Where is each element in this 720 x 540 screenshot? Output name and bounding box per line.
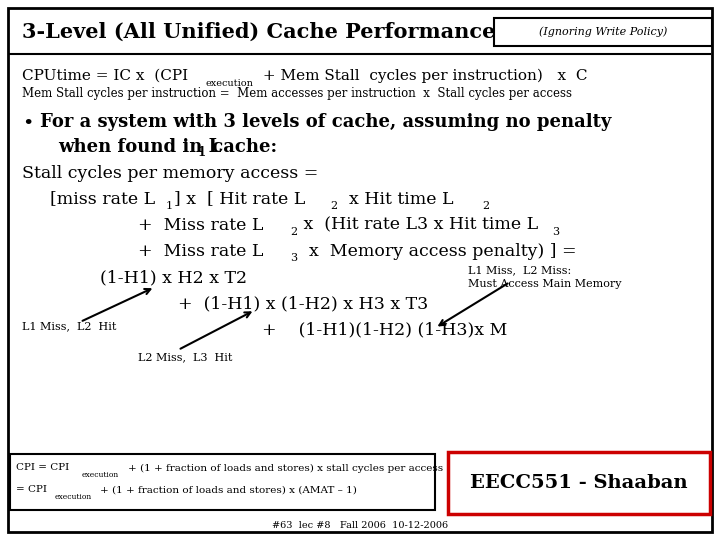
- Text: = CPI: = CPI: [16, 485, 47, 495]
- Text: 1: 1: [198, 146, 206, 159]
- Text: Mem Stall cycles per instruction =  Mem accesses per instruction  x  Stall cycle: Mem Stall cycles per instruction = Mem a…: [22, 87, 572, 100]
- Text: 3: 3: [290, 253, 297, 263]
- Text: cache:: cache:: [206, 138, 277, 156]
- Text: (1-H1) x H2 x T2: (1-H1) x H2 x T2: [100, 269, 247, 287]
- Text: + Mem Stall  cycles per instruction)   x  C: + Mem Stall cycles per instruction) x C: [258, 69, 588, 83]
- Text: execution: execution: [55, 493, 92, 501]
- Text: L1 Miss,  L2  Hit: L1 Miss, L2 Hit: [22, 321, 117, 331]
- Text: Must Access Main Memory: Must Access Main Memory: [468, 279, 621, 289]
- Text: 2: 2: [330, 201, 337, 211]
- Bar: [494, 18, 712, 46]
- Text: execution: execution: [82, 471, 120, 479]
- Text: x  (Hit rate L3 x Hit time L: x (Hit rate L3 x Hit time L: [298, 217, 538, 233]
- Text: (Ignoring Write Policy): (Ignoring Write Policy): [539, 26, 667, 37]
- Text: +    (1-H1)(1-H2) (1-H3)x M: + (1-H1)(1-H2) (1-H3)x M: [262, 321, 508, 339]
- Text: 2: 2: [290, 227, 297, 237]
- Text: L2 Miss,  L3  Hit: L2 Miss, L3 Hit: [138, 352, 233, 362]
- Bar: [448, 452, 710, 514]
- Text: + (1 + fraction of loads and stores) x stall cycles per access: + (1 + fraction of loads and stores) x s…: [128, 463, 443, 472]
- Bar: [10, 454, 435, 510]
- Text: L1 Miss,  L2 Miss:: L1 Miss, L2 Miss:: [468, 265, 571, 275]
- Text: 1: 1: [166, 201, 173, 211]
- Text: +  Miss rate L: + Miss rate L: [138, 242, 264, 260]
- Text: CPI = CPI: CPI = CPI: [16, 463, 69, 472]
- Text: CPUtime = IC x  (CPI: CPUtime = IC x (CPI: [22, 69, 188, 83]
- Text: [miss rate L: [miss rate L: [50, 191, 155, 207]
- Text: 3-Level (All Unified) Cache Performance: 3-Level (All Unified) Cache Performance: [22, 22, 495, 42]
- Text: + (1 + fraction of loads and stores) x (AMAT – 1): + (1 + fraction of loads and stores) x (…: [100, 485, 357, 495]
- Text: #63  lec #8   Fall 2006  10-12-2006: #63 lec #8 Fall 2006 10-12-2006: [272, 522, 448, 530]
- Text: x  Memory access penalty) ] =: x Memory access penalty) ] =: [298, 242, 577, 260]
- Text: Stall cycles per memory access =: Stall cycles per memory access =: [22, 165, 318, 183]
- Text: +  (1-H1) x (1-H2) x H3 x T3: + (1-H1) x (1-H2) x H3 x T3: [178, 295, 428, 313]
- Text: EECC551 - Shaaban: EECC551 - Shaaban: [470, 474, 688, 492]
- Text: 3: 3: [552, 227, 559, 237]
- Text: •: •: [22, 115, 33, 133]
- Text: +  Miss rate L: + Miss rate L: [138, 217, 264, 233]
- Text: when found in L: when found in L: [58, 138, 221, 156]
- Text: execution: execution: [205, 78, 253, 87]
- Text: ] x  [ Hit rate L: ] x [ Hit rate L: [174, 191, 305, 207]
- Text: 2: 2: [482, 201, 489, 211]
- Text: For a system with 3 levels of cache, assuming no penalty: For a system with 3 levels of cache, ass…: [40, 113, 611, 131]
- Text: x Hit time L: x Hit time L: [338, 191, 454, 207]
